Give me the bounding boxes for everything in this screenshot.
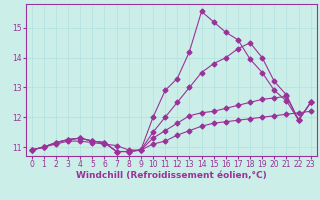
X-axis label: Windchill (Refroidissement éolien,°C): Windchill (Refroidissement éolien,°C) bbox=[76, 171, 267, 180]
